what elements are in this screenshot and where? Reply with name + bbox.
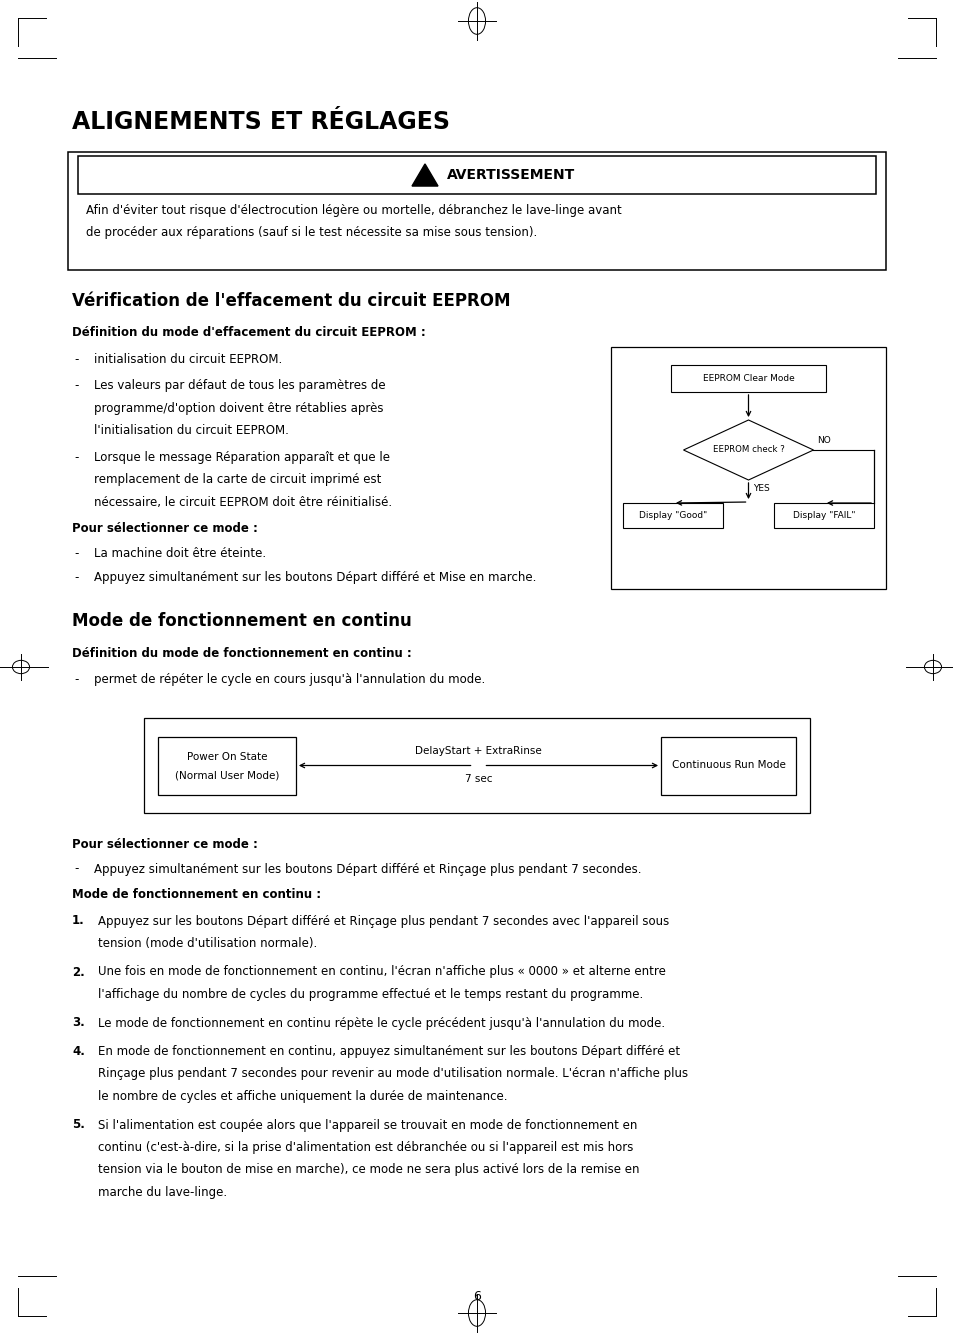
Text: YES: YES — [753, 484, 769, 494]
Text: ALIGNEMENTS ET RÉGLAGES: ALIGNEMENTS ET RÉGLAGES — [71, 109, 450, 133]
Text: 2.: 2. — [71, 966, 85, 979]
Text: Appuyez simultanément sur les boutons Départ différé et Mise en marche.: Appuyez simultanément sur les boutons Dé… — [94, 571, 536, 584]
Text: Les valeurs par défaut de tous les paramètres de: Les valeurs par défaut de tous les param… — [94, 379, 385, 392]
Bar — [144, 718, 809, 812]
Text: nécessaire, le circuit EEPROM doit être réinitialisé.: nécessaire, le circuit EEPROM doit être … — [94, 496, 392, 510]
Text: Pour sélectionner ce mode :: Pour sélectionner ce mode : — [71, 838, 257, 851]
Text: Vérification de l'effacement du circuit EEPROM: Vérification de l'effacement du circuit … — [71, 292, 510, 309]
Text: Définition du mode de fonctionnement en continu :: Définition du mode de fonctionnement en … — [71, 647, 412, 660]
Bar — [622, 503, 722, 528]
Text: 5.: 5. — [71, 1118, 85, 1131]
Text: Power On State: Power On State — [187, 752, 267, 763]
Bar — [660, 736, 795, 795]
Text: continu (c'est-à-dire, si la prise d'alimentation est débranchée ou si l'apparei: continu (c'est-à-dire, si la prise d'ali… — [98, 1141, 633, 1154]
Text: 6: 6 — [473, 1290, 480, 1302]
Polygon shape — [412, 164, 437, 185]
Text: de procéder aux réparations (sauf si le test nécessite sa mise sous tension).: de procéder aux réparations (sauf si le … — [86, 225, 537, 239]
Text: La machine doit être éteinte.: La machine doit être éteinte. — [94, 547, 266, 560]
Text: EEPROM check ?: EEPROM check ? — [712, 446, 783, 455]
Text: Mode de fonctionnement en continu :: Mode de fonctionnement en continu : — [71, 888, 321, 900]
Text: 4.: 4. — [71, 1045, 85, 1058]
Text: Lorsque le message Réparation apparaît et que le: Lorsque le message Réparation apparaît e… — [94, 451, 390, 464]
Text: -: - — [74, 354, 78, 366]
Text: -: - — [74, 451, 78, 464]
Text: programme/d'option doivent être rétablies après: programme/d'option doivent être rétablie… — [94, 402, 383, 415]
Text: Mode de fonctionnement en continu: Mode de fonctionnement en continu — [71, 612, 412, 630]
Bar — [78, 156, 875, 193]
Bar — [610, 347, 885, 590]
Text: Rinçage plus pendant 7 secondes pour revenir au mode d'utilisation normale. L'éc: Rinçage plus pendant 7 secondes pour rev… — [98, 1067, 687, 1081]
Text: Pour sélectionner ce mode :: Pour sélectionner ce mode : — [71, 523, 257, 535]
Text: marche du lave-linge.: marche du lave-linge. — [98, 1186, 227, 1199]
Text: 1.: 1. — [71, 915, 85, 927]
Bar — [68, 152, 885, 269]
Text: tension (mode d'utilisation normale).: tension (mode d'utilisation normale). — [98, 936, 317, 950]
Text: l'affichage du nombre de cycles du programme effectué et le temps restant du pro: l'affichage du nombre de cycles du progr… — [98, 988, 642, 1000]
Text: l'initialisation du circuit EEPROM.: l'initialisation du circuit EEPROM. — [94, 424, 289, 438]
Text: Appuyez simultanément sur les boutons Départ différé et Rinçage plus pendant 7 s: Appuyez simultanément sur les boutons Dé… — [94, 863, 640, 875]
Text: tension via le bouton de mise en marche), ce mode ne sera plus activé lors de la: tension via le bouton de mise en marche)… — [98, 1163, 639, 1177]
Bar — [670, 366, 825, 392]
Bar — [773, 503, 873, 528]
Text: Si l'alimentation est coupée alors que l'appareil se trouvait en mode de fonctio: Si l'alimentation est coupée alors que l… — [98, 1118, 637, 1131]
Text: Une fois en mode de fonctionnement en continu, l'écran n'affiche plus « 0000 » e: Une fois en mode de fonctionnement en co… — [98, 966, 665, 979]
Text: NO: NO — [817, 436, 830, 446]
Text: !: ! — [422, 172, 427, 181]
Text: Display "Good": Display "Good" — [639, 511, 706, 520]
Text: AVERTISSEMENT: AVERTISSEMENT — [447, 168, 575, 181]
Text: (Normal User Mode): (Normal User Mode) — [174, 771, 279, 780]
Text: DelayStart + ExtraRinse: DelayStart + ExtraRinse — [415, 746, 541, 755]
Text: Appuyez sur les boutons Départ différé et Rinçage plus pendant 7 secondes avec l: Appuyez sur les boutons Départ différé e… — [98, 915, 669, 927]
Text: -: - — [74, 863, 78, 875]
Text: remplacement de la carte de circuit imprimé est: remplacement de la carte de circuit impr… — [94, 474, 381, 487]
Text: Continuous Run Mode: Continuous Run Mode — [671, 760, 784, 771]
Text: -: - — [74, 379, 78, 392]
Text: initialisation du circuit EEPROM.: initialisation du circuit EEPROM. — [94, 354, 282, 366]
Text: Display "FAIL": Display "FAIL" — [792, 511, 854, 520]
Bar — [158, 736, 295, 795]
Text: EEPROM Clear Mode: EEPROM Clear Mode — [702, 374, 794, 383]
Text: le nombre de cycles et affiche uniquement la durée de maintenance.: le nombre de cycles et affiche uniquemen… — [98, 1090, 507, 1103]
Text: -: - — [74, 547, 78, 560]
Text: 3.: 3. — [71, 1017, 85, 1030]
Text: 7 sec: 7 sec — [464, 774, 492, 783]
Text: -: - — [74, 571, 78, 584]
Text: En mode de fonctionnement en continu, appuyez simultanément sur les boutons Dépa: En mode de fonctionnement en continu, ap… — [98, 1045, 679, 1058]
Text: -: - — [74, 674, 78, 687]
Text: permet de répéter le cycle en cours jusqu'à l'annulation du mode.: permet de répéter le cycle en cours jusq… — [94, 674, 485, 687]
Text: Le mode de fonctionnement en continu répète le cycle précédent jusqu'à l'annulat: Le mode de fonctionnement en continu rép… — [98, 1017, 664, 1030]
Text: Afin d'éviter tout risque d'électrocution légère ou mortelle, débranchez le lave: Afin d'éviter tout risque d'électrocutio… — [86, 204, 621, 217]
Text: Définition du mode d'effacement du circuit EEPROM :: Définition du mode d'effacement du circu… — [71, 325, 425, 339]
